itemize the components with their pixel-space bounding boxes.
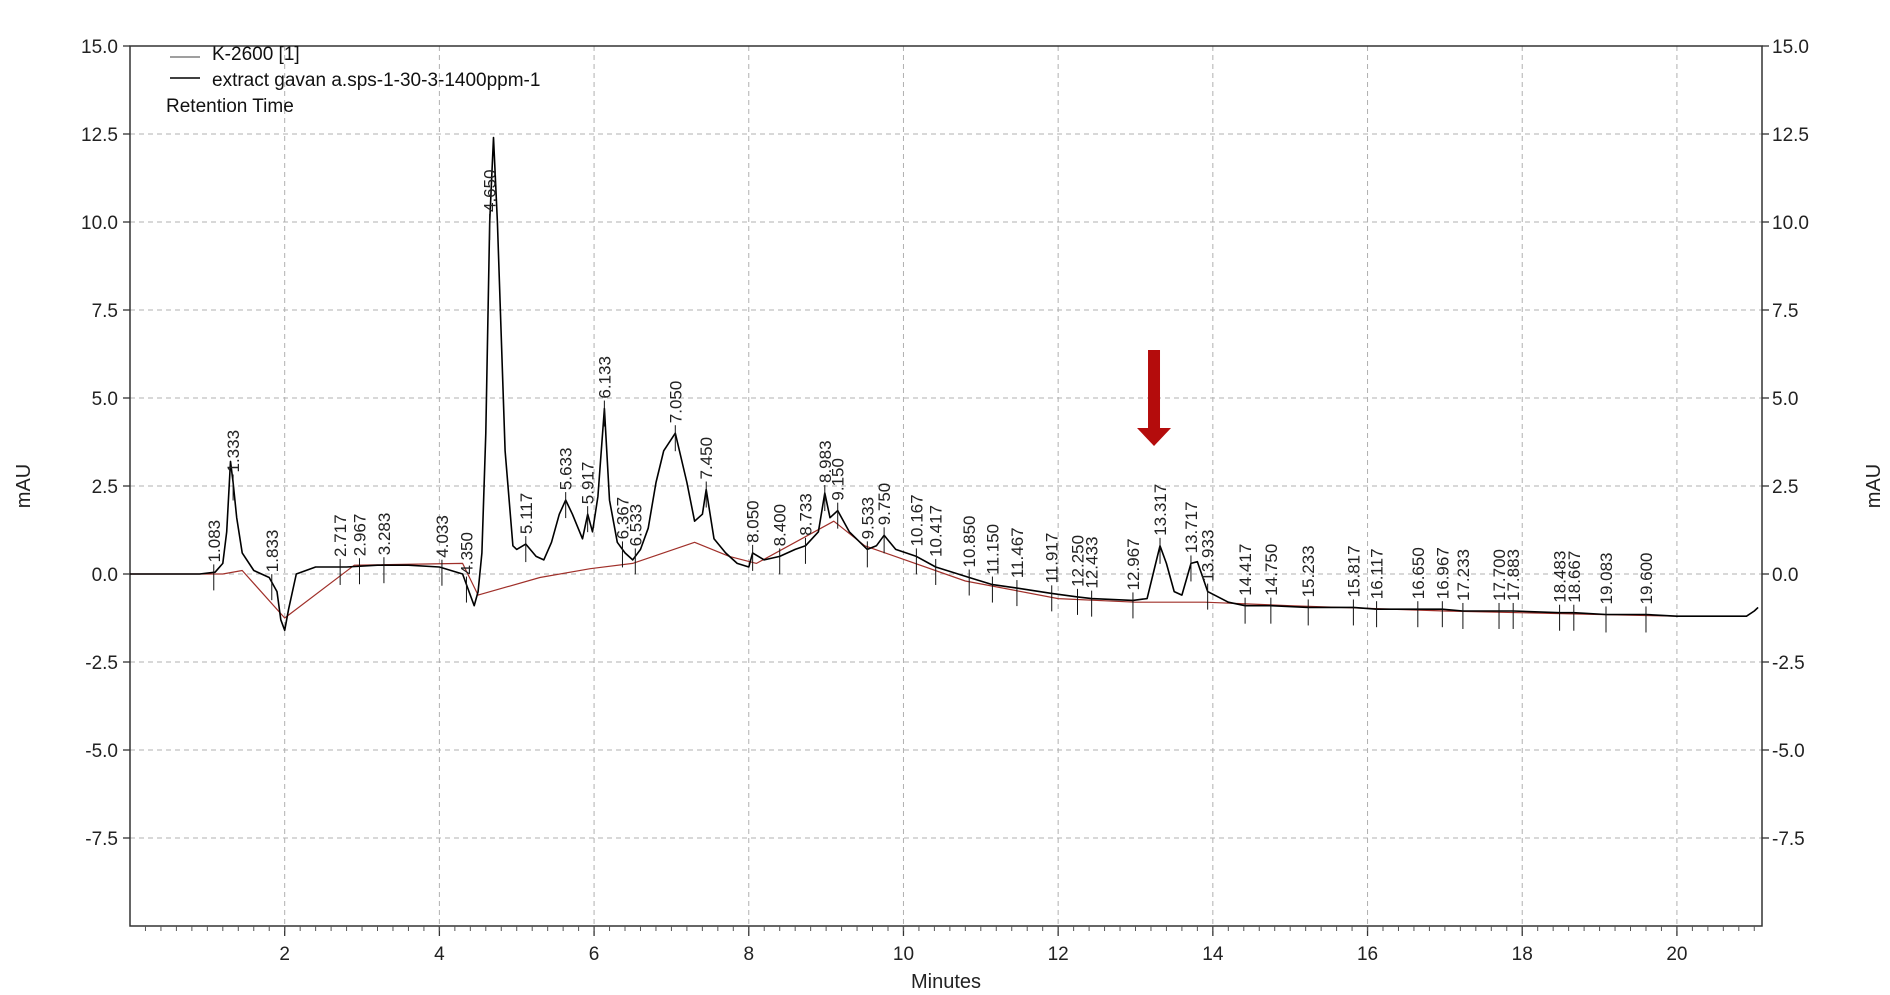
y-tick-label-left: 15.0 [81, 37, 118, 58]
peak-label: 4.033 [433, 515, 452, 558]
x-tick-label: 4 [434, 944, 445, 965]
peak-label: 17.233 [1454, 549, 1473, 601]
peak-label: 3.283 [375, 513, 394, 556]
peak-label: 6.133 [595, 356, 614, 399]
y-tick-label-left: 5.0 [92, 389, 118, 410]
peak-label: 8.733 [797, 493, 816, 536]
peak-label: 9.750 [875, 483, 894, 526]
peak-label: 8.400 [771, 504, 790, 547]
y-tick-label-left: -5.0 [85, 741, 118, 762]
peak-label: 11.917 [1043, 533, 1062, 584]
peak-label: 17.700 [1490, 549, 1509, 601]
y-axis-title-left: mAU [13, 464, 35, 508]
peak-label: 14.750 [1262, 544, 1281, 596]
peak-label: 13.717 [1182, 501, 1201, 553]
peak-label: 10.850 [960, 516, 979, 568]
peak-label: 17.883 [1504, 549, 1523, 601]
y-tick-label-left: 2.5 [92, 477, 118, 498]
peak-label: 16.117 [1368, 548, 1387, 599]
legend-annotation: Retention Time [166, 96, 294, 117]
peak-label: 11.467 [1008, 527, 1027, 578]
peak-label: 16.967 [1433, 547, 1452, 599]
y-tick-label-right: -7.5 [1772, 829, 1805, 850]
peak-label: 8.983 [816, 440, 835, 483]
arrow-shaft [1148, 350, 1161, 430]
peak-label: 15.817 [1344, 545, 1363, 597]
chromatogram-trace [130, 136, 1759, 632]
peak-label: 1.083 [205, 520, 224, 563]
peak-label: 9.150 [829, 458, 848, 501]
peak-label: 6.533 [626, 504, 645, 547]
x-tick-label: 12 [1048, 944, 1069, 965]
peak-labels-layer: 1.083 1.333 1.833 2.717 2.967 3.283 4.033 4.350… [205, 169, 1656, 633]
peak-label: 16.650 [1409, 547, 1428, 599]
peak-label: 13.933 [1199, 530, 1218, 582]
legend-detector: K-2600 [1] [212, 44, 300, 65]
y-tick-label-right: 2.5 [1772, 477, 1798, 498]
peak-label: 12.967 [1124, 538, 1143, 590]
y-tick-label-right: 5.0 [1772, 389, 1798, 410]
y-tick-label-left: 0.0 [92, 565, 118, 586]
peak-label: 12.250 [1069, 535, 1088, 587]
x-tick-label: 16 [1357, 944, 1378, 965]
legend-series-name: extract gavan a.sps-1-30-3-1400ppm-1 [212, 70, 540, 91]
y-tick-label-right: -5.0 [1772, 741, 1805, 762]
peak-label: 7.450 [697, 437, 716, 480]
legend: K-2600 [1] extract gavan a.sps-1-30-3-14… [166, 44, 540, 117]
x-tick-label: 10 [893, 944, 914, 965]
peak-label: 5.633 [557, 448, 576, 491]
peak-label: 7.050 [666, 381, 685, 424]
peak-label: 2.967 [351, 514, 370, 557]
x-tick-label: 20 [1666, 944, 1687, 965]
peak-label: 8.050 [744, 500, 763, 543]
peak-label: 1.833 [263, 530, 282, 573]
y-tick-label-right: -2.5 [1772, 653, 1805, 674]
y-tick-label-right: 0.0 [1772, 565, 1798, 586]
y-tick-label-left: -7.5 [85, 829, 118, 850]
x-tick-label: 18 [1512, 944, 1533, 965]
axis-ticks: 15.0 15.0 12.5 12.5 10.0 10.0 7.5 7.5 5.0 5.0 2.5 2… [81, 37, 1809, 965]
peak-label: 13.317 [1151, 484, 1170, 536]
peak-label: 11.150 [983, 524, 1002, 575]
peak-label: 6.367 [614, 497, 633, 540]
x-axis-title: Minutes [911, 971, 981, 993]
peak-label: 19.083 [1597, 553, 1616, 605]
y-axis-title-right: mAU [1863, 464, 1885, 508]
peak-label: 12.433 [1083, 537, 1102, 589]
grid-lines [130, 45, 1762, 926]
y-tick-label-left: -2.5 [85, 653, 118, 674]
y-tick-label-right: 7.5 [1772, 301, 1798, 322]
x-tick-label: 6 [589, 944, 600, 965]
peak-label: 14.417 [1236, 544, 1255, 596]
peak-label: 1.333 [224, 430, 243, 473]
arrow-marker-layer [1137, 350, 1172, 446]
peak-label: 9.533 [858, 497, 877, 540]
peak-label: 5.117 [517, 493, 536, 534]
peak-label: 10.417 [927, 505, 946, 557]
y-tick-label-right: 15.0 [1772, 37, 1809, 58]
y-tick-label-left: 7.5 [92, 301, 118, 322]
peak-label: 5.917 [579, 462, 598, 505]
y-tick-label-right: 12.5 [1772, 125, 1809, 146]
y-tick-label-left: 12.5 [81, 125, 118, 146]
peak-label: 18.483 [1551, 551, 1570, 603]
x-tick-label: 2 [279, 944, 290, 965]
x-tick-label: 8 [743, 944, 754, 965]
peak-label: 10.167 [907, 494, 926, 546]
peak-label: 4.350 [458, 532, 477, 575]
peak-label: 2.717 [331, 514, 350, 557]
series-layer [130, 136, 1759, 632]
peak-label: 4.650 [481, 169, 500, 212]
peak-label: 15.233 [1299, 545, 1318, 597]
peak-label: 18.667 [1565, 551, 1584, 603]
x-tick-label: 14 [1202, 944, 1224, 965]
y-tick-label-right: 10.0 [1772, 213, 1809, 234]
peak-label: 19.600 [1637, 553, 1656, 605]
y-tick-label-left: 10.0 [81, 213, 118, 234]
arrow-head [1137, 428, 1172, 446]
